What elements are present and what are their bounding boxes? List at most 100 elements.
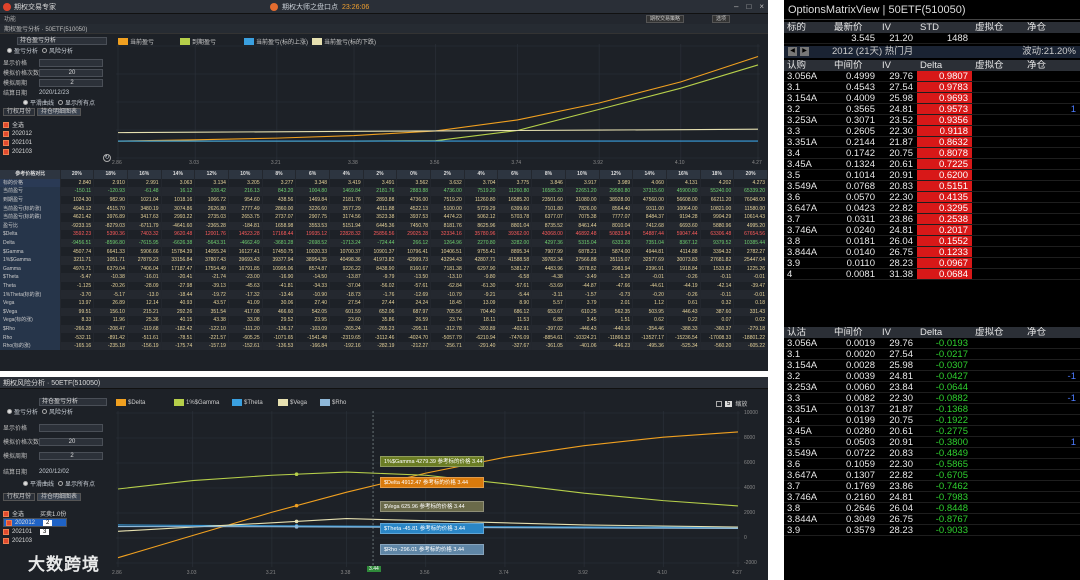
radio-smooth[interactable] (23, 481, 28, 486)
put-row[interactable]: 3.6 0.1059 22.30 -0.5865 (784, 459, 1080, 470)
close-icon[interactable]: × (759, 2, 764, 11)
table-row[interactable]: 标的价格 2.840 2.910 2.991 3.063 3.134 3.205 3.277 3… (0, 178, 768, 188)
call-row[interactable]: 3.746A 0.0240 24.81 0.2017 (784, 225, 1080, 236)
call-row[interactable]: 3.844A 0.0140 26.75 0.1233 (784, 247, 1080, 258)
put-row[interactable]: 3.253A 0.0060 23.84 -0.0644 (784, 382, 1080, 393)
call-row[interactable]: 3.549A 0.0768 20.83 0.5151 (784, 181, 1080, 192)
maximize-icon[interactable]: □ (746, 2, 752, 11)
column-header[interactable]: 8% (262, 170, 297, 179)
tree-item[interactable]: 202101 (3, 138, 103, 147)
zoom-value[interactable]: 5 (725, 400, 733, 407)
zoom-checkbox-icon[interactable] (716, 400, 722, 407)
radio-all-points[interactable] (58, 481, 64, 486)
tab-position-chart[interactable]: 持仓明细图表 (37, 108, 82, 116)
put-row[interactable]: 3.844A 0.3049 26.75 -0.8767 (784, 514, 1080, 525)
strategy-select[interactable]: 持仓盈亏分析 (17, 36, 107, 45)
put-row[interactable]: 3.4 0.0199 20.75 -0.1922 (784, 415, 1080, 426)
call-row[interactable]: 3.647A 0.0423 22.82 0.3295 (784, 203, 1080, 214)
legend-item[interactable]: 当前盈亏(标的上涨) (244, 37, 308, 46)
put-row[interactable]: 3.647A 0.1307 22.82 -0.6705 (784, 470, 1080, 481)
price-input[interactable] (39, 423, 103, 432)
radio-smooth[interactable] (23, 100, 28, 105)
options-button[interactable]: 选项 (712, 15, 731, 23)
refresh-icon[interactable]: ↻ (103, 154, 111, 162)
table-row[interactable]: 1%Theta(标的涨) -3.70 -5.17 -13.0 -18.44 -19.72-… (0, 290, 768, 299)
call-row[interactable]: 3.253A 0.3071 23.52 0.9356 (784, 115, 1080, 126)
tab-expiry-month[interactable]: 行权月份 (3, 108, 36, 116)
column-header[interactable]: 18% (93, 170, 128, 179)
legend-item[interactable]: $Vega (278, 399, 307, 406)
column-header[interactable]: 0% (396, 170, 432, 179)
minimize-icon[interactable]: – (734, 2, 739, 11)
column-header[interactable]: 4% (329, 170, 364, 179)
table-row[interactable]: $Rho -266.28 -208.47 -119.68 -182.42 -122.10-… (0, 324, 768, 334)
table-row[interactable]: $Gamma 4507.74 6641.33 5906.66 15784.39 14055… (0, 247, 768, 256)
column-header[interactable]: 10% (565, 170, 600, 179)
put-header[interactable]: 认沽 中间价 IV Delta 虚拟仓 净仓 (784, 327, 1080, 338)
table-row[interactable]: 1%$Gamma 3211.71 1051.71 27879.23 33156.84 37… (0, 255, 768, 265)
put-row[interactable]: 3.3 0.0082 22.30 -0.0882 -1 (784, 393, 1080, 404)
call-row[interactable]: 3.4 0.1742 20.75 0.8078 (784, 148, 1080, 159)
checkbox-icon[interactable] (3, 148, 9, 155)
radio-risk[interactable] (42, 409, 48, 414)
radio-pnl[interactable] (7, 409, 12, 414)
table-row[interactable]: $Delta 3592.23 5390.36 7403.32 9620.48 12001.… (0, 230, 768, 239)
column-header[interactable]: 14% (161, 170, 196, 179)
table-row[interactable]: 当前盈亏(标的跌) 4621.42 3976.89 3417.63 2993.22 273… (0, 212, 768, 222)
table-row[interactable]: Vega 13.97 26.89 12.14 40.93 43.57 41.09 30.06 2… (0, 298, 768, 308)
table-row[interactable]: Rho(标的涨) -165.16 -235.18 -156.19 -175.74 -157… (0, 341, 768, 351)
call-row[interactable]: 4 0.0081 31.38 0.0684 (784, 269, 1080, 280)
settle-date[interactable]: 2020/12/23 (39, 89, 70, 96)
menu-function[interactable]: 功能 (4, 17, 17, 23)
tree-item[interactable]: 全选 买卖1.0份 (3, 509, 73, 518)
column-header[interactable]: 2% (430, 170, 465, 179)
sim-period-select[interactable]: 2 (39, 78, 103, 87)
call-row[interactable]: 3.9 0.0110 28.23 0.0967 (784, 258, 1080, 269)
checkbox-icon[interactable] (3, 139, 9, 146)
put-row[interactable]: 3.746A 0.2160 24.81 -0.7983 (784, 492, 1080, 503)
price-input[interactable] (39, 58, 103, 67)
call-row[interactable]: 3.7 0.0311 23.86 0.2538 (784, 214, 1080, 225)
call-row[interactable]: 3.45A 0.1324 20.61 0.7225 (784, 159, 1080, 170)
tree-item[interactable]: 202012 2 (3, 518, 67, 527)
tree-item[interactable]: 202012 (3, 129, 103, 138)
put-row[interactable]: 3.5 0.0503 20.91 -0.3800 1 (784, 437, 1080, 448)
tree-item[interactable]: 全选 (3, 120, 103, 129)
legend-item[interactable]: 1%$Gamma (174, 399, 219, 406)
table-row[interactable]: Vega(标的涨) 8.33 11.96 25.36 40.15 43.38 33.08 29… (0, 316, 768, 325)
table-row[interactable]: $Theta -5.47 -10.38 -16.01 -20.41 -21.74 -23.0… (0, 273, 768, 282)
column-header[interactable]: 6% (295, 170, 330, 179)
radio-pnl[interactable] (7, 48, 12, 53)
legend-item[interactable]: 到期盈亏 (180, 37, 216, 46)
strategy-button[interactable]: 期权交易策略 (646, 15, 685, 23)
put-row[interactable]: 3.549A 0.0722 20.83 -0.4849 (784, 448, 1080, 459)
column-header[interactable]: 参考价格对比 (0, 170, 61, 179)
column-header[interactable]: 12% (599, 170, 634, 179)
qty-stepper[interactable]: 3 (40, 528, 50, 535)
call-row[interactable]: 3.351A 0.2144 21.87 0.8632 (784, 137, 1080, 148)
radio-risk[interactable] (42, 48, 48, 53)
table-row[interactable]: 当前盈亏 -150.11 -120.93 -61.48 16.12 108.42 216.1… (0, 187, 768, 196)
call-row[interactable]: 3.5 0.1014 20.91 0.6200 (784, 170, 1080, 181)
column-header[interactable]: 20% (60, 170, 95, 179)
checkbox-icon[interactable] (3, 537, 9, 544)
put-row[interactable]: 3.45A 0.0280 20.61 -0.2775 (784, 426, 1080, 437)
column-header[interactable]: 18% (700, 170, 735, 179)
table-row[interactable]: Gamma 4970.71 6379.04 7406.04 17187.47 17554.… (0, 264, 768, 274)
call-row[interactable]: 3.8 0.0181 26.04 0.1552 (784, 236, 1080, 247)
settle-date[interactable]: 2020/12/02 (39, 468, 70, 475)
sim-count-select[interactable]: 20 (39, 437, 103, 446)
summary-header[interactable]: 标的 最新价 IV STD 虚拟仓 净仓 (784, 22, 1080, 33)
legend-item[interactable]: $Theta (232, 399, 263, 406)
checkbox-icon[interactable] (3, 510, 9, 517)
column-header[interactable]: 10% (228, 170, 263, 179)
column-header[interactable]: 16% (127, 170, 162, 179)
tab-expiry-month[interactable]: 行权月份 (3, 493, 36, 501)
table-row[interactable]: $Vega 99.51 156.10 215.21 292.26 351.54 417.08… (0, 307, 768, 317)
prev-month-icon[interactable]: ◀ (788, 47, 797, 56)
sim-period-select[interactable]: 2 (39, 451, 103, 460)
call-row[interactable]: 3.3 0.2605 22.30 0.9118 (784, 126, 1080, 137)
checkbox-icon[interactable] (3, 121, 9, 128)
put-row[interactable]: 3.2 0.0039 24.81 -0.0427 -1 (784, 371, 1080, 382)
column-header[interactable]: 6% (497, 170, 533, 179)
